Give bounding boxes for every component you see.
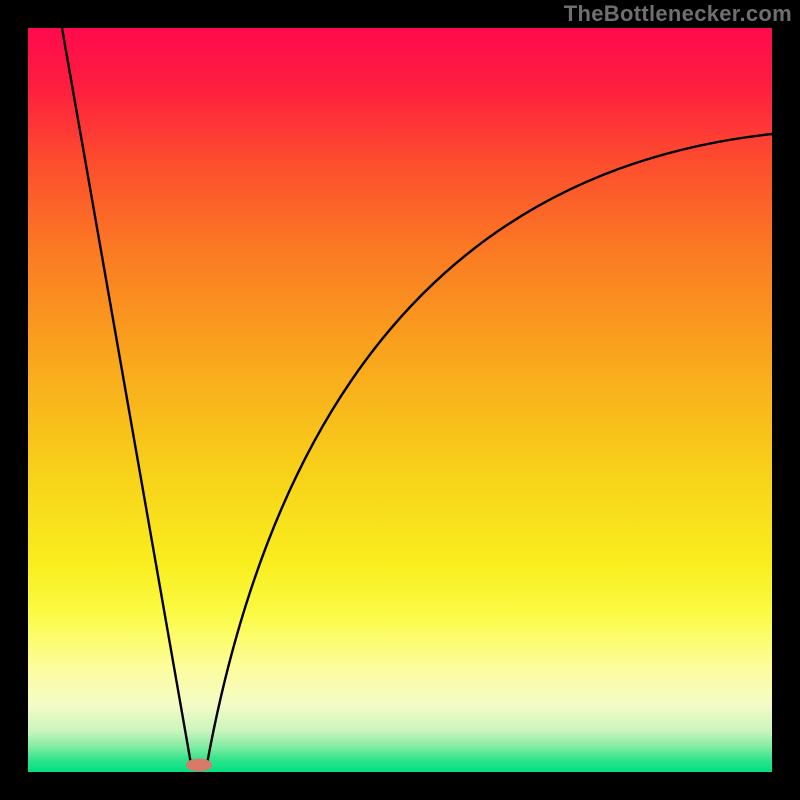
chart-frame: TheBottlenecker.com [0,0,800,800]
plot-svg [28,28,772,772]
gradient-background [28,28,772,772]
plot-area [28,28,772,772]
watermark-text: TheBottlenecker.com [564,1,792,27]
minimum-marker [186,759,212,772]
